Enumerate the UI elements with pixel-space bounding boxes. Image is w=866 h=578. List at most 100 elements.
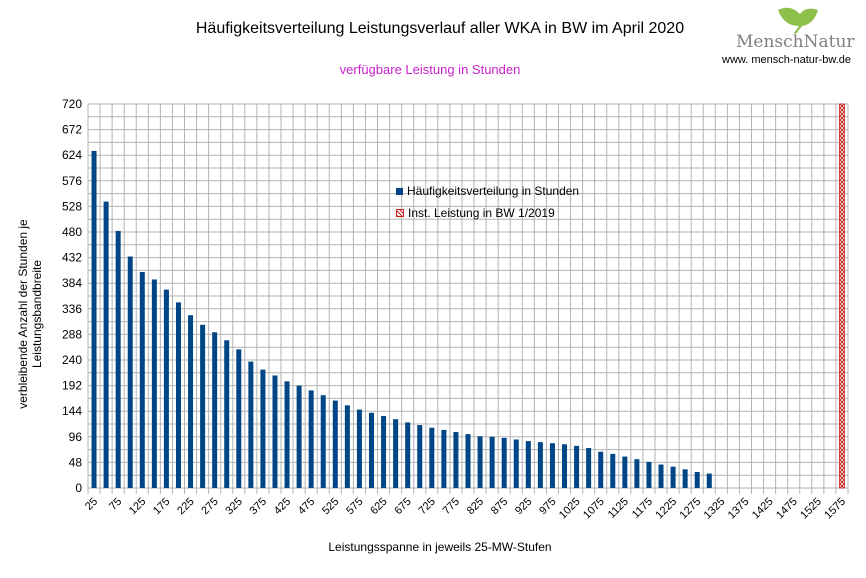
bar — [320, 395, 326, 488]
bar — [115, 230, 121, 488]
y-tick-label: 720 — [62, 97, 82, 111]
y-tick-label: 192 — [62, 379, 82, 393]
bar — [501, 437, 507, 488]
bar — [296, 385, 302, 488]
y-tick-label: 48 — [69, 455, 83, 469]
y-tick-label: 0 — [75, 481, 82, 495]
bar — [103, 201, 109, 488]
bar — [513, 439, 519, 488]
x-tick-label: 925 — [513, 496, 534, 517]
bar — [622, 456, 628, 488]
y-tick-label: 480 — [62, 225, 82, 239]
bar — [248, 361, 254, 488]
x-tick-label: 725 — [416, 496, 437, 517]
x-tick-label: 25 — [83, 496, 100, 513]
bar — [91, 150, 97, 488]
x-tick-label: 1475 — [774, 496, 800, 522]
bar — [562, 444, 568, 488]
bar — [200, 324, 206, 488]
x-tick-label: 1525 — [798, 496, 824, 522]
bar — [549, 443, 555, 488]
legend-item-installed: Inst. Leistung in BW 1/2019 — [396, 202, 579, 224]
bar — [694, 472, 700, 488]
bar — [634, 459, 640, 488]
bar-installed — [839, 103, 845, 489]
x-tick-label: 1075 — [581, 496, 607, 522]
x-tick-label: 675 — [392, 496, 413, 517]
x-tick-label: 225 — [175, 496, 196, 517]
bar — [670, 466, 676, 488]
x-tick-label: 975 — [537, 496, 558, 517]
bar — [525, 441, 531, 488]
x-tick-label: 425 — [272, 496, 293, 517]
bar — [308, 390, 314, 488]
bar — [260, 369, 266, 488]
x-tick-label: 1575 — [822, 496, 848, 522]
bar — [163, 289, 169, 488]
y-tick-label: 96 — [69, 430, 83, 444]
bar — [175, 302, 181, 488]
x-tick-label: 125 — [127, 496, 148, 517]
x-axis-label: Leistungsspanne in jeweils 25-MW-Stufen — [328, 540, 552, 554]
legend-swatch-frequency — [396, 187, 403, 195]
x-tick-label: 1225 — [653, 496, 679, 522]
x-tick-label: 775 — [441, 496, 462, 517]
bar — [537, 442, 543, 488]
bar — [272, 375, 278, 488]
bar — [489, 436, 495, 488]
y-tick-label: 336 — [62, 302, 82, 316]
x-tick-label: 1375 — [726, 496, 752, 522]
bar — [393, 419, 399, 488]
bar — [236, 349, 242, 488]
bar — [465, 434, 471, 488]
x-tick-label: 375 — [248, 496, 269, 517]
x-tick-label: 825 — [465, 496, 486, 517]
bar — [344, 405, 350, 488]
bar — [441, 429, 447, 488]
bar — [284, 381, 290, 488]
bar — [151, 279, 157, 488]
bar — [574, 445, 580, 488]
y-tick-label: 288 — [62, 327, 82, 341]
y-tick-label: 432 — [62, 251, 82, 265]
bar — [139, 272, 145, 488]
x-tick-label: 75 — [107, 496, 124, 513]
bar — [706, 473, 712, 488]
chart-title: Häufigkeitsverteilung Leistungsverlauf a… — [195, 20, 685, 37]
bar — [417, 425, 423, 488]
y-tick-label: 672 — [62, 123, 82, 137]
y-tick-label: 576 — [62, 174, 82, 188]
x-tick-label: 475 — [296, 496, 317, 517]
y-tick-label: 528 — [62, 199, 82, 213]
bar — [586, 448, 592, 488]
x-tick-label: 525 — [320, 496, 341, 517]
legend-swatch-installed — [396, 209, 404, 217]
bar — [658, 464, 664, 488]
legend-label: Häufigkeitsverteilung in Stunden — [407, 184, 580, 198]
legend: Häufigkeitsverteilung in Stunden Inst. L… — [396, 180, 579, 224]
x-tick-label: 1125 — [606, 496, 631, 521]
bar — [429, 427, 435, 488]
x-tick-label: 875 — [489, 496, 510, 517]
x-tick-label: 1275 — [678, 496, 704, 522]
x-tick-label: 575 — [344, 496, 365, 517]
bar — [453, 432, 459, 488]
x-tick-label: 1425 — [750, 496, 776, 522]
x-tick-label: 175 — [151, 496, 172, 517]
y-tick-label: 384 — [62, 276, 82, 290]
bar — [188, 315, 194, 488]
y-tick-label: 144 — [62, 404, 82, 418]
bar — [682, 469, 688, 488]
bar — [224, 340, 230, 488]
x-tick-label: 275 — [199, 496, 220, 517]
x-tick-label: 325 — [223, 496, 244, 517]
chart-subtitle: verfügbare Leistung in Stunden — [339, 62, 521, 77]
bar — [368, 412, 374, 488]
bar — [127, 256, 133, 488]
bar — [381, 416, 387, 488]
logo-name: MenschNatur — [736, 32, 855, 52]
x-tick-label: 625 — [368, 496, 389, 517]
x-tick-label: 1325 — [702, 496, 728, 522]
bar — [356, 409, 362, 488]
